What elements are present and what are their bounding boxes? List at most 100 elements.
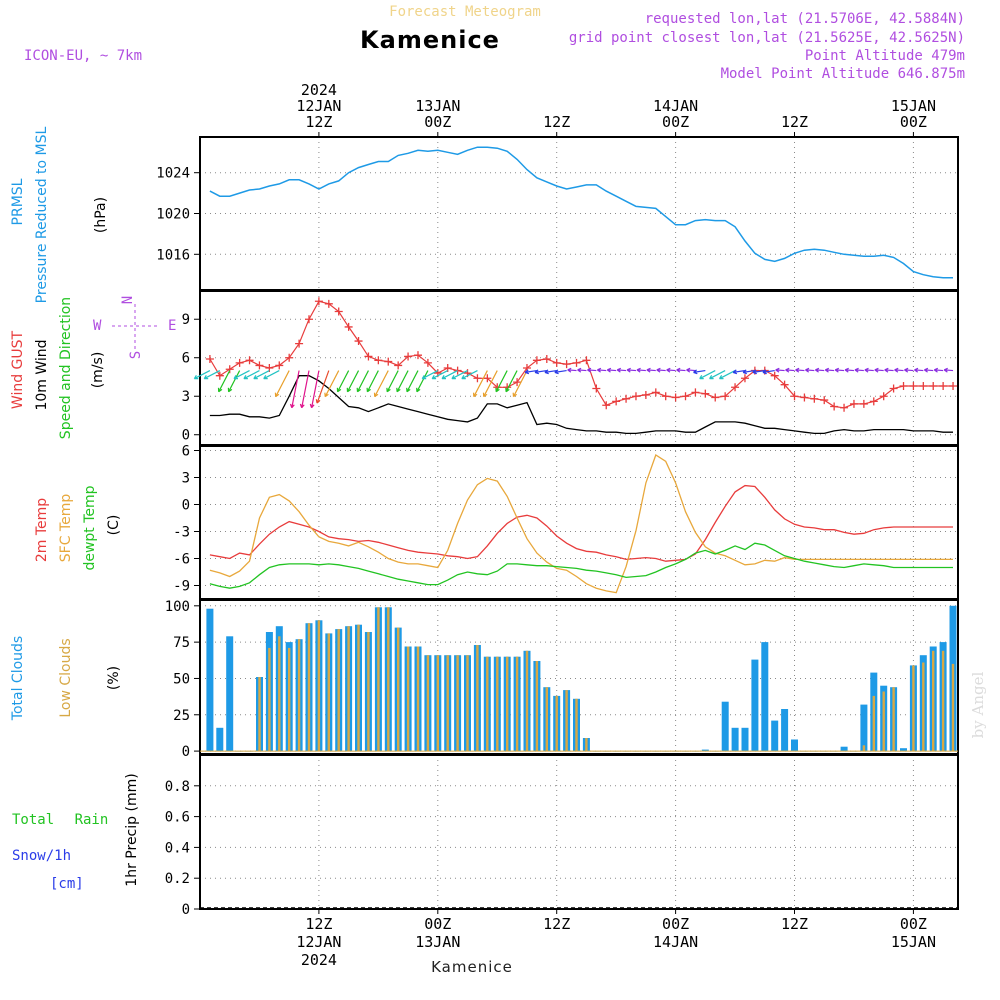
y-tick-label: 0: [182, 744, 190, 760]
bottom-time-label: 15JAN: [891, 933, 936, 951]
precip-label-snow: Snow/1h: [12, 848, 71, 864]
gust-marker: [711, 393, 720, 402]
top-time-label: 13JAN: [415, 97, 460, 115]
low-cloud-bar: [307, 623, 311, 751]
wind-direction-arrow: [461, 370, 478, 380]
wind-direction-arrow: [709, 370, 726, 380]
top-time-label: 12Z: [543, 113, 570, 131]
wind-direction-arrow: [441, 370, 458, 380]
wind-direction-arrow: [396, 370, 409, 393]
wind-direction-arrow: [824, 367, 835, 373]
gust-marker: [295, 339, 304, 348]
wind-direction-arrow: [203, 370, 221, 380]
y-tick-label: 1016: [156, 247, 190, 263]
wind-direction-arrow: [495, 370, 508, 393]
gust-marker: [869, 397, 878, 406]
low-cloud-bar: [575, 698, 578, 752]
gust-marker: [671, 393, 680, 402]
wind-direction-arrow: [775, 367, 785, 373]
wind-direction-arrow: [874, 367, 884, 373]
wind-direction-arrow: [356, 370, 369, 393]
gust-marker: [612, 397, 621, 406]
low-cloud-bar: [436, 655, 439, 752]
wind-direction-arrow: [482, 370, 498, 398]
temperature-plot: [209, 454, 953, 594]
point-altitude: Point Altitude 479m: [805, 48, 965, 64]
wind-direction-arrow: [752, 369, 765, 375]
wind-direction-arrow: [534, 369, 547, 375]
pressure-label-prmsl: PRMSL: [10, 178, 26, 225]
gust-marker: [919, 381, 928, 390]
precip-label-cm: [cm]: [50, 876, 84, 892]
cloud-label-low: Low Clouds: [58, 638, 74, 717]
low-cloud-bar: [951, 663, 955, 752]
wind-direction-arrow: [473, 370, 488, 398]
wind-direction-arrow: [431, 370, 448, 380]
gust-marker: [701, 389, 710, 398]
y-tick-label: -9: [173, 579, 190, 595]
wind-direction-arrow: [676, 367, 686, 373]
temp-dewpt-line: [209, 542, 953, 589]
low-cloud-bar: [922, 662, 925, 752]
wind-direction-arrow: [512, 370, 528, 398]
gust-marker: [304, 315, 313, 324]
temp-2m-line: [209, 484, 953, 562]
wind-direction-arrow: [699, 370, 716, 380]
gust-marker: [929, 381, 938, 390]
bottom-time-label: 00Z: [900, 915, 927, 933]
gust-marker: [840, 403, 849, 412]
bottom-time-label: 13JAN: [415, 933, 460, 951]
wind-direction-arrow: [386, 370, 399, 393]
temp-label-2m: 2m Temp: [34, 498, 50, 562]
low-cloud-bar: [456, 655, 459, 752]
top-time-label: 00Z: [662, 113, 689, 131]
wind-direction-arrow: [567, 367, 577, 373]
gust-marker: [374, 356, 383, 365]
wind-direction-arrow: [933, 367, 944, 373]
wind-direction-arrow: [289, 370, 300, 409]
gust-marker: [731, 383, 740, 392]
wind-direction-arrow: [646, 367, 656, 373]
low-cloud-bar: [426, 655, 430, 752]
low-cloud-bar: [872, 695, 875, 752]
low-cloud-bar: [278, 636, 281, 752]
low-cloud-bar: [268, 647, 271, 752]
total-cloud-bar: [900, 748, 907, 752]
compass-rose: W E N S: [93, 296, 176, 359]
gust-marker: [899, 381, 908, 390]
wind-direction-arrow: [914, 367, 924, 373]
gust-marker: [473, 374, 482, 383]
wind-direction-arrow: [686, 367, 696, 373]
bottom-time-label: 2024: [301, 951, 337, 969]
gust-marker: [344, 322, 353, 331]
gust-marker: [939, 381, 948, 390]
gust-marker: [800, 393, 809, 402]
gust-marker: [255, 361, 264, 370]
wind-direction-arrow: [554, 369, 567, 375]
wind-label-10m: 10m Wind: [34, 339, 50, 410]
gust-marker: [949, 381, 958, 390]
low-cloud-bar: [347, 626, 350, 752]
gust-marker: [661, 392, 670, 401]
y-tick-label: 0.2: [165, 871, 190, 887]
y-tick-label: 6: [182, 444, 190, 460]
gust-marker: [364, 352, 373, 361]
gust-marker: [532, 356, 541, 365]
wind-direction-arrow: [854, 367, 864, 373]
wind-direction-arrow: [544, 369, 557, 375]
pressure-ylabels: PRMSL Pressure Reduced to MSL (hPa): [10, 126, 109, 303]
wind-direction-arrow: [309, 370, 320, 409]
wind-direction-arrow: [884, 367, 894, 373]
pressure-plot: [209, 146, 953, 279]
y-tick-label: -3: [173, 525, 190, 541]
gust-marker: [820, 396, 829, 405]
gust-marker: [542, 355, 551, 364]
wind-label-gust: Wind GUST: [10, 330, 26, 409]
y-tick-label: 1020: [156, 207, 190, 223]
gust-marker: [582, 356, 591, 365]
wind-direction-arrow: [666, 367, 676, 373]
total-cloud-bar: [761, 642, 769, 752]
temp-unit: (C): [106, 515, 122, 536]
gust-marker: [681, 392, 690, 401]
wind-direction-arrow: [718, 370, 736, 380]
